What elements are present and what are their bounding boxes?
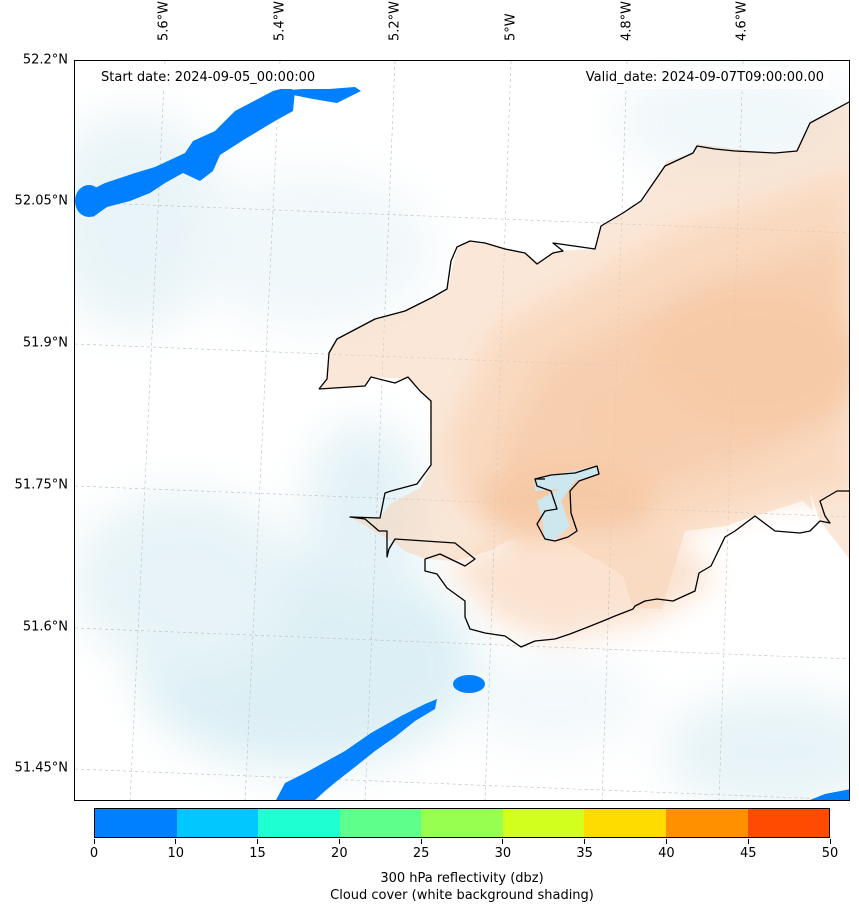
lon-label-5.2w: 5.2°W (387, 0, 403, 41)
colorbar-tick-label: 50 (821, 846, 839, 861)
colorbar-tick-label: 25 (412, 846, 430, 861)
colorbar-segment-8 (747, 809, 830, 837)
lon-label-5.4w: 5.4°W (272, 0, 288, 41)
colorbar-tick-label: 0 (89, 846, 99, 861)
graticule (75, 61, 849, 800)
colorbar-label: 300 hPa reflectivity (dbz) (380, 871, 544, 886)
lon-label-5.6w: 5.6°W (156, 0, 172, 41)
colorbar-tick-label: 30 (494, 846, 512, 861)
lat-label-51.45n: 51.45°N (14, 760, 68, 776)
lat-label-52.2n: 52.2°N (22, 52, 68, 68)
colorbar-segment-3 (339, 809, 422, 837)
colorbar-tick-label: 15 (249, 846, 266, 861)
colorbar-tick-mark (175, 839, 177, 844)
lat-label-52.05n: 52.05°N (14, 193, 68, 209)
colorbar-tick-mark (338, 839, 340, 844)
colorbar-segment-6 (584, 809, 666, 837)
colorbar-tick-mark (829, 839, 831, 844)
colorbar (94, 808, 830, 838)
start-date-label: Start date: 2024-09-05_00:00:00 (95, 67, 322, 89)
lon-label-4.6w: 4.6°W (734, 0, 750, 41)
colorbar-tick-mark (584, 839, 586, 844)
colorbar-segment-2 (258, 809, 340, 837)
lon-label-4.8w: 4.8°W (619, 0, 635, 41)
lat-label-51.6n: 51.6°N (22, 619, 68, 635)
colorbar-tick-label: 20 (331, 846, 348, 861)
colorbar-segment-1 (176, 809, 259, 837)
valid-date-label: Valid_date: 2024-09-07T09:00:00.00 (579, 67, 830, 89)
colorbar-segment-0 (95, 809, 177, 837)
map-canvas (75, 61, 849, 800)
colorbar-segment-7 (665, 809, 748, 837)
colorbar-tick-mark (747, 839, 749, 844)
colorbar-tick-mark (93, 839, 95, 844)
colorbar-segment-4 (421, 809, 503, 837)
map-panel[interactable] (74, 60, 850, 801)
lat-label-51.9n: 51.9°N (22, 335, 68, 351)
lon-label-5w: 5°W (503, 13, 519, 41)
coastline (318, 101, 849, 648)
colorbar-tick-label: 45 (739, 846, 757, 861)
colorbar-tick-mark (420, 839, 422, 844)
cloud-cover-shading (75, 61, 849, 800)
colorbar-tick-label: 10 (167, 846, 185, 861)
colorbar-segment-5 (502, 809, 585, 837)
colorbar-tick-mark (257, 839, 259, 844)
colorbar-tick-label: 35 (576, 846, 593, 861)
colorbar-sublabel: Cloud cover (white background shading) (330, 888, 594, 903)
colorbar-tick-label: 40 (658, 846, 675, 861)
reflectivity-patches (75, 87, 849, 800)
lat-label-51.75n: 51.75°N (14, 477, 68, 493)
land-fill (319, 102, 849, 609)
colorbar-tick-mark (502, 839, 504, 844)
colorbar-tick-mark (665, 839, 667, 844)
